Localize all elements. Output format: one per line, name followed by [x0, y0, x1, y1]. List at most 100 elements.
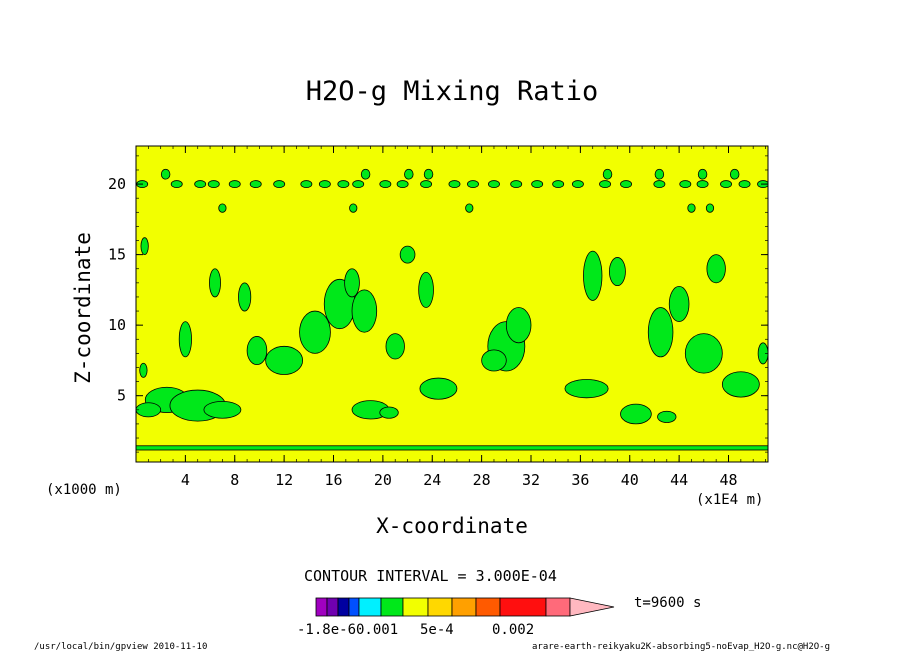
x-tick-label: 36	[571, 471, 589, 489]
colorbar-cell	[475, 597, 501, 617]
colorbar-label: 0.002	[492, 622, 535, 638]
x-tick-label: 4	[181, 471, 190, 489]
x-tick-label: 44	[670, 471, 688, 489]
colorbar-label: 0.001	[356, 622, 399, 638]
colorbar-cell	[499, 597, 547, 617]
x-tick-label: 20	[374, 471, 392, 489]
y-tick-label: 5	[117, 387, 126, 405]
upper-band-blob	[423, 168, 434, 180]
colorbar-arrow	[569, 597, 615, 617]
x-tick-label: 24	[423, 471, 441, 489]
upper-band-blob	[465, 203, 474, 213]
x-tick-label: 32	[522, 471, 540, 489]
upper-band-blob	[360, 168, 371, 180]
contour-patch	[620, 403, 652, 425]
x-tick-label: 28	[473, 471, 491, 489]
contour-patch	[721, 371, 760, 398]
contour-patch	[139, 362, 148, 378]
contour-patch	[238, 282, 252, 312]
contour-patch	[299, 310, 331, 354]
contour-patch	[706, 254, 726, 284]
x-tick-label: 8	[230, 471, 239, 489]
contour-patch	[564, 379, 609, 399]
contour-patch	[418, 271, 434, 308]
contour-patch	[657, 410, 677, 423]
footer-file: arare-earth-reikyaku2K-absorbing5-noEvap…	[532, 642, 831, 652]
colorbar-label: -1.8e-6	[297, 622, 357, 638]
contour-patch	[203, 400, 242, 419]
contour-patch	[399, 245, 416, 264]
upper-band-blob	[599, 180, 612, 189]
contour-patches	[136, 168, 768, 451]
contour-patch	[684, 333, 723, 374]
contour-interval-text: CONTOUR INTERVAL = 3.000E-04	[304, 567, 557, 585]
upper-band-blob	[679, 180, 692, 189]
upper-band-blob	[228, 180, 241, 189]
upper-band-blob	[396, 180, 409, 189]
y-tick-label: 10	[108, 316, 126, 334]
x-tick-label: 40	[621, 471, 639, 489]
colorbar-cell	[348, 597, 360, 617]
contour-patch	[505, 307, 532, 344]
footer-path: /usr/local/bin/gpview 2010-11-10	[34, 642, 208, 652]
contour-patch	[178, 321, 192, 358]
contour-patch	[136, 402, 162, 418]
colorbar-cell	[427, 597, 453, 617]
colorbar-label: 5e-4	[420, 622, 454, 638]
upper-band-blob	[337, 180, 350, 189]
upper-band-blob	[467, 180, 479, 189]
colorbar-cell	[451, 597, 477, 617]
contour-patch	[351, 289, 378, 333]
upper-band-blob	[687, 203, 696, 213]
upper-band-blob	[194, 180, 207, 189]
y-tick-label: 15	[108, 246, 126, 264]
x-tick-label: 12	[275, 471, 293, 489]
contour-patch	[608, 257, 626, 287]
upper-band-blob	[273, 180, 286, 189]
colorbar-cell	[402, 597, 429, 617]
colorbar-cell	[326, 597, 339, 617]
contour-patch	[583, 250, 603, 301]
colorbar-cell	[337, 597, 350, 617]
contour-patch	[379, 406, 399, 419]
chart-title: H2O-g Mixing Ratio	[305, 76, 599, 107]
upper-band-blob	[620, 180, 633, 189]
y-axis-unit: (x1000 m)	[46, 482, 122, 498]
upper-band-blob	[602, 168, 613, 180]
x-axis-label-text: X-coordinate	[376, 514, 528, 538]
low-level-band	[136, 445, 768, 451]
x-axis-unit: (x1E4 m)	[696, 492, 764, 508]
upper-band-blob	[654, 168, 665, 180]
upper-band-blob	[249, 180, 262, 189]
upper-band-blob	[705, 203, 715, 213]
colorbar-cell	[315, 597, 328, 617]
upper-band-blob	[318, 180, 331, 189]
x-tick-label: 48	[719, 471, 737, 489]
contour-patch	[246, 336, 268, 366]
colorbar-cell	[380, 597, 404, 617]
upper-band-blob	[738, 180, 751, 189]
contour-patch	[140, 237, 149, 256]
contour-patch	[265, 345, 304, 375]
upper-band-blob	[160, 168, 171, 180]
contour-patch	[647, 307, 674, 358]
contour-patch	[385, 333, 405, 360]
upper-band-blob	[170, 180, 183, 189]
upper-band-blob	[218, 203, 227, 213]
upper-band-blob	[488, 180, 500, 189]
colorbar-cell	[545, 597, 571, 617]
upper-band-blob	[653, 180, 666, 189]
contour-patch	[668, 285, 690, 323]
time-label: t=9600 s	[634, 595, 702, 611]
upper-band-blob	[729, 168, 740, 180]
x-axis-label: X-coordinate	[0, 514, 904, 538]
upper-band-blob	[207, 180, 220, 189]
upper-band-blob	[420, 180, 433, 189]
upper-band-blob	[379, 180, 392, 189]
upper-band-blob	[552, 180, 565, 189]
upper-band-blob	[352, 180, 365, 189]
plot-frame	[135, 145, 769, 463]
upper-band-blob	[300, 180, 313, 189]
contour-patch	[209, 268, 221, 298]
